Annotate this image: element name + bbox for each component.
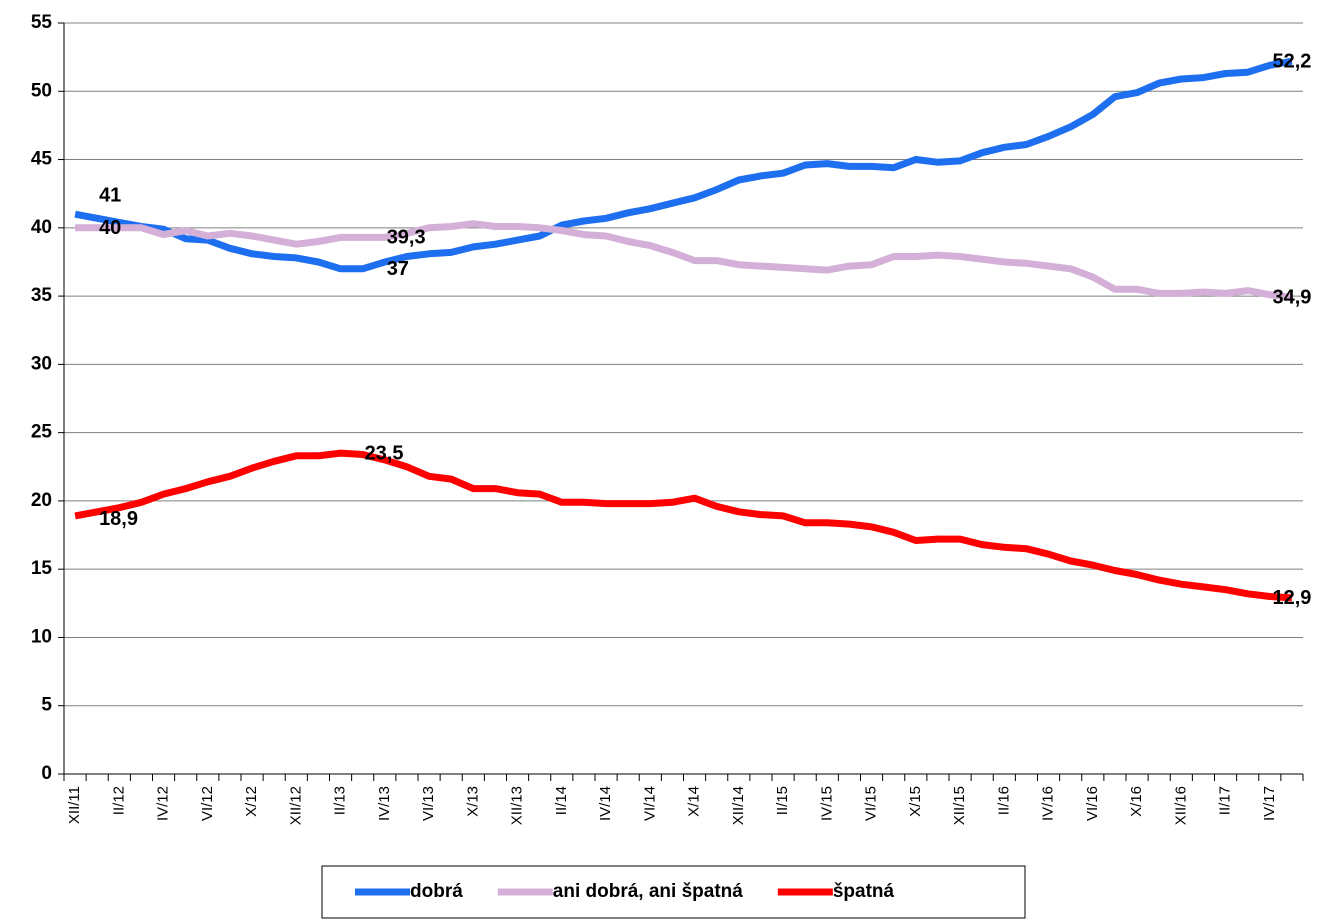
data-label: 41 — [99, 184, 121, 206]
x-tick-label: XII/12 — [287, 786, 304, 825]
y-tick-label: 55 — [31, 12, 53, 33]
series-line — [74, 57, 1293, 273]
labels: 41 37 52,2 40 39,3 34,9 18,9 23,5 12,9 — [99, 51, 1311, 610]
legend-label: špatná — [833, 881, 895, 902]
data-label: 18,9 — [99, 508, 138, 530]
y-tick-label: 0 — [41, 763, 52, 784]
x-tick-label: II/15 — [774, 786, 791, 815]
x-tick-label: IV/13 — [376, 786, 393, 821]
series-line — [75, 220, 1293, 301]
x-tick-label: VI/12 — [199, 786, 216, 821]
y-tick-label: 30 — [31, 353, 52, 374]
y-tick-label: 50 — [31, 80, 52, 101]
x-tick-label: II/14 — [553, 786, 570, 815]
y-tick-label: 10 — [31, 626, 52, 647]
x-tick-label: XII/14 — [730, 786, 747, 825]
x-tick-label: II/13 — [332, 786, 349, 815]
legend-label: ani dobrá, ani špatná — [553, 881, 743, 902]
x-tick-label: IV/17 — [1261, 786, 1278, 821]
x-tick-label: VI/14 — [641, 786, 658, 821]
x-tick-label: IV/15 — [818, 786, 835, 821]
x-tick-label: VI/16 — [1084, 786, 1101, 821]
x-tick-label: XII/16 — [1172, 786, 1189, 825]
x-tick-label: IV/12 — [155, 786, 172, 821]
plot — [74, 57, 1293, 602]
y-tick-label: 25 — [31, 422, 53, 443]
x-tick-label: XII/13 — [509, 786, 526, 825]
data-label: 39,3 — [387, 227, 426, 249]
data-label: 12,9 — [1272, 587, 1311, 609]
data-label: 23,5 — [365, 442, 404, 464]
x-tick-label: XII/15 — [951, 786, 968, 825]
x-tick-label: X/12 — [243, 786, 260, 817]
x-tick-label: X/14 — [686, 786, 703, 817]
y-tick-label: 40 — [31, 217, 52, 238]
x-tick-label: XII/11 — [66, 786, 83, 824]
y-tick-label: 15 — [31, 558, 53, 579]
grid: 0 5 10 15 20 25 30 35 40 45 50 55 XII/11 II/12 IV/12 VI… — [31, 12, 1304, 825]
y-tick-label: 45 — [31, 149, 53, 170]
x-tick-label: IV/16 — [1040, 786, 1057, 821]
x-tick-label: II/16 — [995, 786, 1012, 815]
legend: dobrá ani dobrá, ani špatná špatná — [355, 881, 895, 902]
x-tick-label: VI/15 — [863, 786, 880, 821]
series-line — [74, 449, 1293, 602]
legend-label: dobrá — [410, 881, 463, 902]
x-tick-label: II/17 — [1217, 786, 1234, 815]
data-label: 40 — [99, 217, 121, 239]
y-tick-label: 20 — [31, 490, 52, 511]
y-tick-label: 5 — [41, 695, 52, 716]
x-tick-label: VI/13 — [420, 786, 437, 821]
data-label: 52,2 — [1272, 51, 1311, 73]
x-tick-label: X/16 — [1128, 786, 1145, 817]
y-tick-label: 35 — [31, 285, 53, 306]
data-label: 37 — [387, 258, 409, 280]
legend-box — [321, 865, 1026, 919]
data-label: 34,9 — [1272, 287, 1311, 309]
x-tick-label: X/13 — [464, 786, 481, 817]
x-tick-label: IV/14 — [597, 786, 614, 821]
x-tick-label: II/12 — [110, 786, 127, 815]
x-tick-label: X/15 — [907, 786, 924, 817]
